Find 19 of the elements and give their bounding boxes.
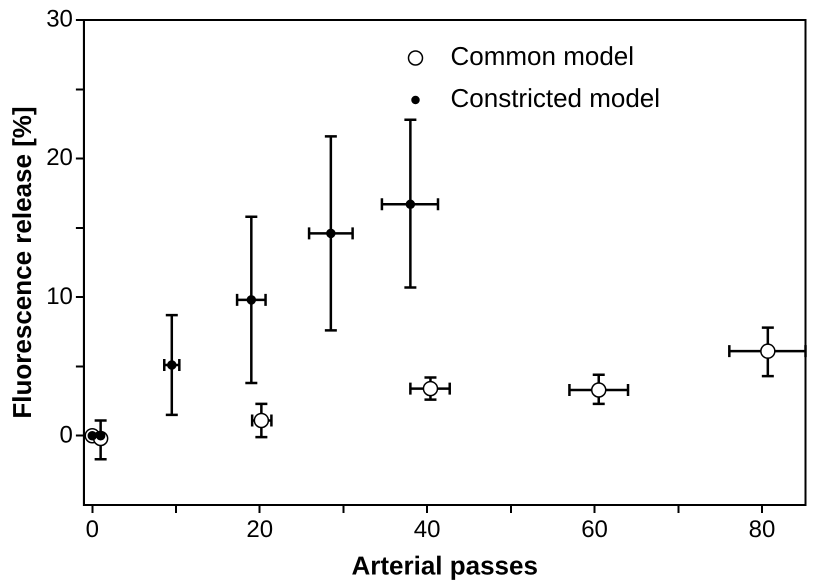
x-tick-label: 20 (246, 516, 274, 544)
y-axis-title: Fluorescence release [%] (6, 106, 37, 419)
point (760, 343, 776, 359)
y-tick-label: 30 (46, 6, 73, 33)
point (326, 228, 336, 238)
x-axis-title: Arterial passes (351, 550, 538, 581)
point (590, 382, 606, 398)
y-tick-label: 10 (46, 282, 73, 310)
legend-label: Constricted model (450, 83, 660, 114)
legend-label: Common model (450, 41, 634, 72)
point (246, 295, 256, 305)
x-tick-label: 80 (748, 516, 776, 544)
point (406, 200, 416, 210)
y-tick-label: 0 (60, 421, 73, 448)
y-tick-label: 20 (46, 144, 73, 172)
x-tick-label: 40 (414, 516, 440, 544)
x-tick-label: 0 (86, 516, 99, 544)
x-tick-label: 60 (581, 516, 608, 544)
point (422, 380, 438, 396)
